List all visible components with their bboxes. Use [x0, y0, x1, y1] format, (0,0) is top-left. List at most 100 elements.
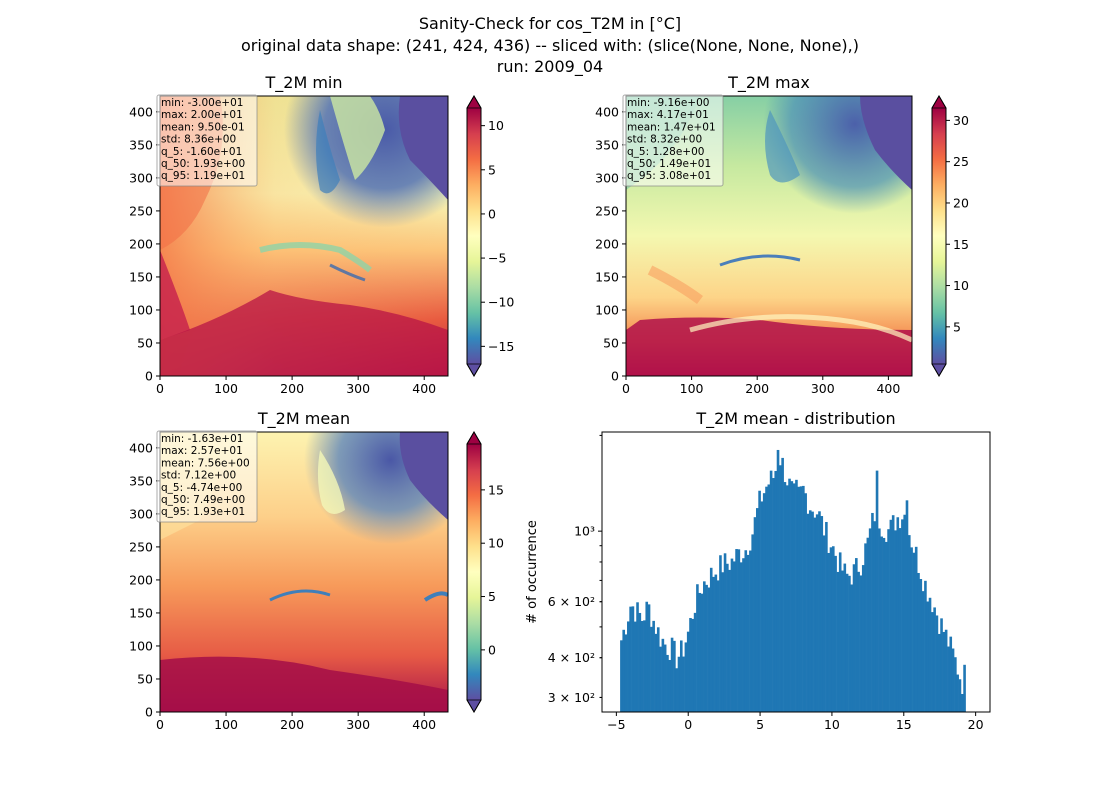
histogram-bar — [905, 500, 909, 712]
stats-line: q_5: 1.28e+00 — [627, 146, 704, 158]
x-tick-label: 10 — [824, 717, 840, 732]
histogram-bar — [838, 552, 842, 712]
histogram-bar — [795, 479, 798, 712]
colorbar-gradient — [467, 108, 481, 364]
y-tick-label: 4 × 10² — [548, 650, 595, 665]
histogram-bar — [758, 490, 761, 712]
axis-ticks: −5 0 5 10 15 20 3 × 10² 4 × 10² 6 × 10² 10³ — [548, 434, 984, 732]
histogram-bar — [696, 584, 699, 712]
y-tick-label: 200 — [595, 236, 619, 251]
histogram-bar — [670, 637, 674, 712]
y-tick-label: 200 — [129, 236, 153, 251]
histogram-bar — [636, 602, 639, 712]
histogram-bar — [873, 521, 877, 712]
x-tick-label: 200 — [280, 381, 304, 396]
histogram-bar — [822, 535, 826, 712]
histogram-bar — [875, 470, 879, 712]
stats-line: q_95: 1.19e+01 — [161, 170, 245, 182]
histogram-bar — [647, 604, 651, 712]
histogram-bar — [659, 646, 662, 712]
histogram-bar — [677, 656, 681, 712]
y-tick-label: 10³ — [574, 524, 595, 539]
histogram-bar — [707, 587, 711, 712]
y-tick-label: 200 — [129, 572, 153, 587]
histogram-bar — [721, 572, 725, 712]
histogram-bar — [765, 486, 768, 712]
histogram-bar — [825, 521, 828, 712]
colorbar: 0 5 10 15 — [466, 431, 504, 713]
histogram-bar — [956, 674, 959, 712]
histogram-bar — [698, 592, 702, 712]
histogram-bar — [661, 638, 665, 712]
histogram-bar — [620, 640, 623, 712]
histogram-bar — [668, 659, 672, 712]
histogram-bar — [940, 618, 943, 712]
stats-line: mean: 1.47e+01 — [627, 121, 716, 133]
histogram-bar — [645, 601, 649, 712]
panel-title: T_2M mean - distribution — [695, 409, 895, 429]
x-tick-label: 0 — [156, 717, 164, 732]
histogram-bar — [924, 580, 927, 712]
x-tick-label: 100 — [214, 717, 238, 732]
x-tick-label: 400 — [876, 381, 900, 396]
histogram-bar — [785, 485, 789, 712]
histogram-bar — [935, 615, 939, 712]
suptitle-line-3: run: 2009_04 — [497, 57, 603, 77]
axes-frame — [601, 431, 991, 713]
histogram-bar — [926, 601, 930, 712]
histogram-bar — [624, 634, 628, 712]
histogram-bar — [933, 607, 936, 712]
histogram-bar — [693, 612, 697, 712]
histogram-bar — [767, 484, 771, 712]
histogram-bar — [749, 550, 752, 712]
histogram-bar — [643, 620, 646, 712]
x-tick-label: 400 — [412, 381, 436, 396]
y-axis-label: # of occurrence — [525, 520, 540, 624]
x-tick-label: 400 — [412, 717, 436, 732]
suptitle-line-2: original data shape: (241, 424, 436) -- … — [241, 36, 859, 55]
histogram-bar — [845, 573, 849, 712]
histogram-bar — [691, 618, 695, 712]
y-tick-label: 100 — [595, 302, 619, 317]
histogram-bar — [762, 493, 766, 712]
stats-line: q_5: -4.74e+00 — [161, 482, 242, 494]
stats-line: mean: 9.50e-01 — [161, 121, 245, 133]
histogram-bar — [942, 631, 946, 712]
histogram-bar — [728, 569, 731, 712]
histogram-bar — [622, 629, 626, 712]
colorbar-extend-max — [466, 431, 482, 445]
histogram-bar — [753, 517, 757, 712]
histogram-bar — [963, 664, 966, 712]
y-tick-label: 150 — [595, 269, 619, 284]
histogram-bar — [887, 529, 890, 712]
histogram-bar — [769, 470, 773, 712]
histogram-bar — [864, 543, 867, 712]
colorbar-tick-label: 15 — [488, 482, 504, 497]
histogram-bar — [808, 510, 812, 712]
histogram-bar — [638, 612, 642, 712]
histogram-bar — [673, 640, 676, 712]
histogram-bar — [836, 571, 840, 712]
histogram-bar — [726, 563, 729, 712]
histogram-bar — [861, 565, 865, 712]
histogram-bar — [850, 584, 854, 712]
stats-line: q_95: 3.08e+01 — [627, 170, 711, 182]
histogram-bar — [666, 654, 669, 712]
stats-box-frame — [156, 430, 258, 523]
axes-frame — [159, 95, 449, 377]
y-tick-label: 50 — [603, 335, 619, 350]
y-tick-label: 400 — [129, 104, 153, 119]
histogram-bar — [910, 547, 913, 712]
histogram-bar — [755, 508, 759, 712]
colorbar-tick-label: 10 — [488, 118, 504, 133]
histogram-bar — [857, 571, 860, 712]
x-tick-label: −5 — [607, 717, 625, 732]
histogram-bar — [914, 546, 918, 712]
colorbar-tick-label: 25 — [953, 154, 969, 169]
y-tick-label: 6 × 10² — [548, 594, 595, 609]
histogram-bar — [675, 668, 678, 712]
colorbar-tick-label: 5 — [488, 589, 496, 604]
histogram-bar — [776, 449, 780, 712]
